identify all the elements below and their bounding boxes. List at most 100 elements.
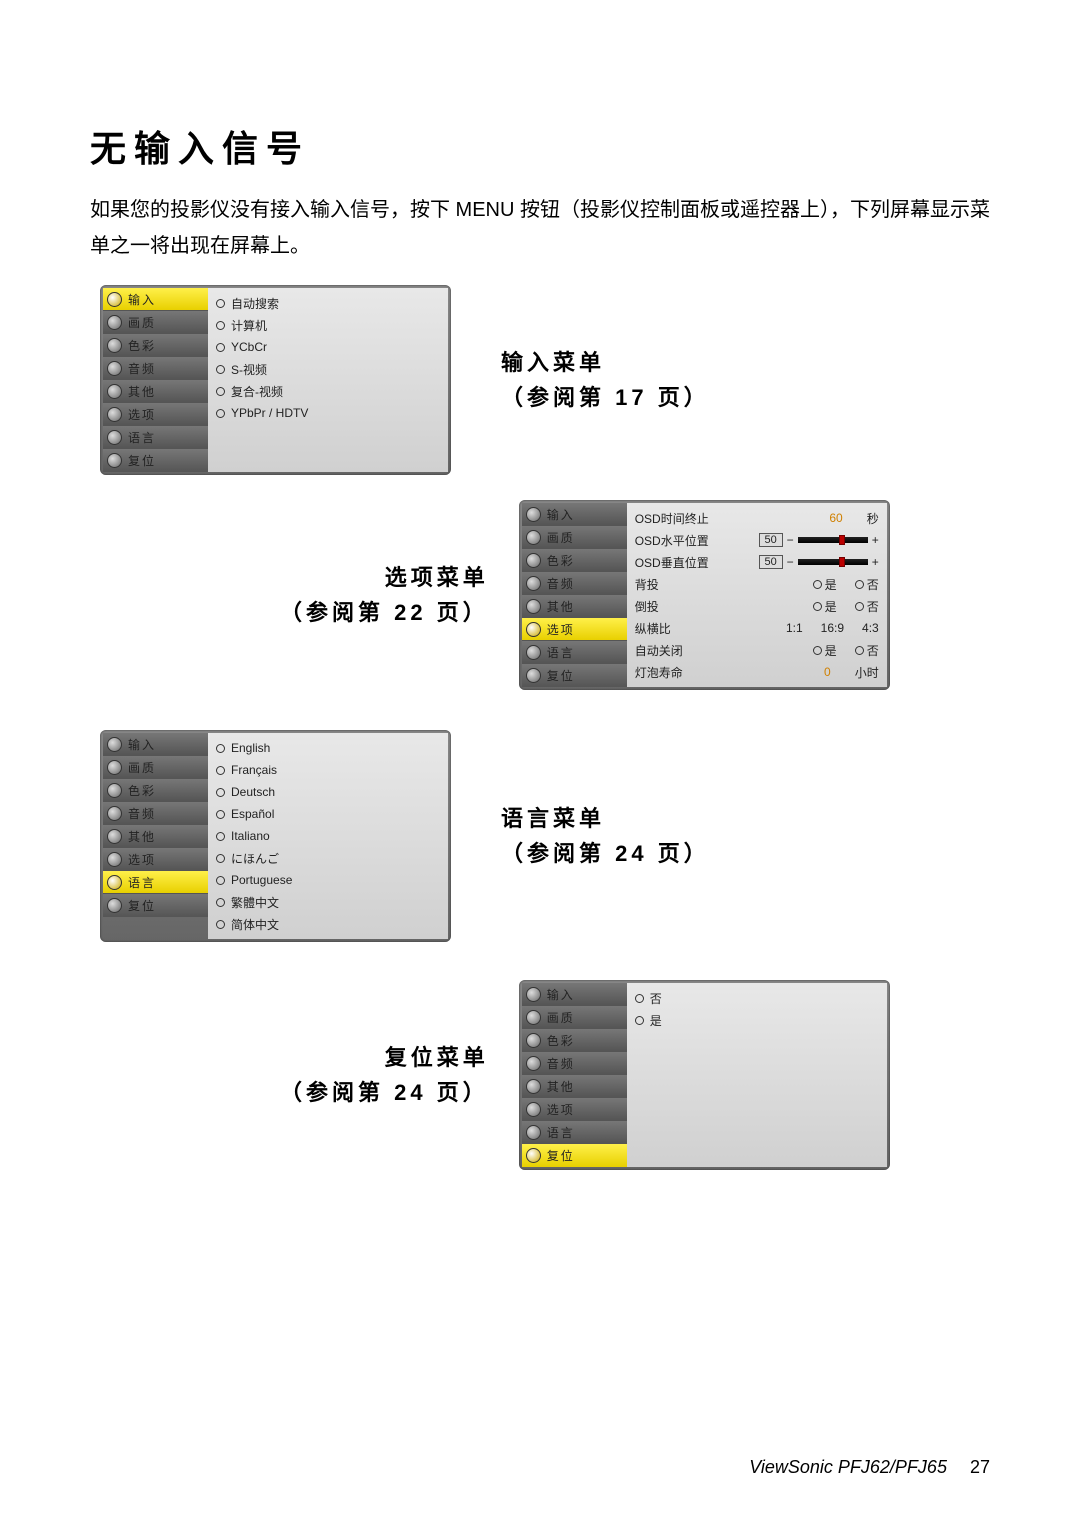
tab-label: 选项 — [128, 406, 156, 423]
menu-tab[interactable]: 语言 — [103, 871, 208, 894]
option-label: 繁體中文 — [231, 894, 279, 911]
menu-tab[interactable]: 语言 — [522, 1121, 627, 1144]
radio-no[interactable]: 否 — [855, 598, 879, 615]
radio-no[interactable]: 否 — [855, 576, 879, 593]
slider-plus[interactable]: + — [872, 533, 879, 547]
menu-tab[interactable]: 画质 — [522, 1006, 627, 1029]
menu-tab[interactable]: 选项 — [103, 848, 208, 871]
menu-tab[interactable]: 画质 — [103, 311, 208, 334]
radio-icon — [216, 409, 225, 418]
menu-tab[interactable]: 选项 — [522, 618, 627, 641]
menu-tab[interactable]: 输入 — [522, 503, 627, 526]
options-menu-section: 选项菜单 （参阅第 22 页） 输入画质色彩音频其他选项语言复位 OSD时间终止… — [280, 500, 890, 690]
menu-tab[interactable]: 音频 — [103, 357, 208, 380]
language-menu-section: 输入画质色彩音频其他选项语言复位 EnglishFrançaisDeutschE… — [100, 730, 710, 942]
radio-yes[interactable]: 是 — [813, 576, 837, 593]
menu-option[interactable]: S-视频 — [216, 358, 440, 380]
menu-tab[interactable]: 色彩 — [103, 779, 208, 802]
tab-indicator-icon — [526, 553, 541, 568]
menu-tab[interactable]: 其他 — [103, 825, 208, 848]
slider[interactable] — [798, 537, 868, 543]
menu-option[interactable]: 是 — [635, 1009, 879, 1031]
reset-menu-ref: （参阅第 24 页） — [280, 1075, 489, 1110]
input-menu-ref: （参阅第 17 页） — [501, 380, 710, 415]
radio-icon — [216, 898, 225, 907]
menu-tab[interactable]: 音频 — [522, 1052, 627, 1075]
options-row: 倒投是否 — [635, 595, 879, 617]
radio-icon — [216, 810, 225, 819]
opt-unit: 秒 — [867, 510, 879, 527]
opt-label: 纵横比 — [635, 620, 671, 637]
tab-label: 选项 — [128, 851, 156, 868]
aspect-opt[interactable]: 4:3 — [862, 621, 879, 635]
menu-tab[interactable]: 复位 — [103, 894, 208, 917]
menu-option[interactable]: 复合-视频 — [216, 380, 440, 402]
menu-tab[interactable]: 音频 — [103, 802, 208, 825]
menu-option[interactable]: YCbCr — [216, 336, 440, 358]
menu-tab[interactable]: 复位 — [103, 449, 208, 472]
tab-indicator-icon — [107, 338, 122, 353]
radio-yes[interactable]: 是 — [813, 642, 837, 659]
menu-tab[interactable]: 画质 — [103, 756, 208, 779]
menu-option[interactable]: 简体中文 — [216, 913, 440, 935]
menu-option[interactable]: YPbPr / HDTV — [216, 402, 440, 424]
tab-indicator-icon — [107, 829, 122, 844]
aspect-opt[interactable]: 16:9 — [821, 621, 844, 635]
tab-label: 音频 — [128, 805, 156, 822]
tab-indicator-icon — [526, 987, 541, 1002]
menu-option[interactable]: Portuguese — [216, 869, 440, 891]
tab-indicator-icon — [526, 668, 541, 683]
menu-sidebar: 输入画质色彩音频其他选项语言复位 — [522, 503, 627, 687]
tab-indicator-icon — [107, 875, 122, 890]
tab-indicator-icon — [107, 806, 122, 821]
menu-option[interactable]: Italiano — [216, 825, 440, 847]
menu-tab[interactable]: 复位 — [522, 664, 627, 687]
tab-label: 语言 — [128, 429, 156, 446]
menu-option[interactable]: 否 — [635, 987, 879, 1009]
menu-tab[interactable]: 其他 — [522, 595, 627, 618]
menu-tab[interactable]: 复位 — [522, 1144, 627, 1167]
page-title: 无输入信号 — [90, 120, 990, 172]
menu-tab[interactable]: 选项 — [522, 1098, 627, 1121]
option-label: 复合-视频 — [231, 383, 283, 400]
reset-menu-box: 输入画质色彩音频其他选项语言复位 否是 — [519, 980, 890, 1170]
radio-icon — [216, 365, 225, 374]
menu-option[interactable]: にほんご — [216, 847, 440, 869]
menu-tab[interactable]: 输入 — [103, 288, 208, 311]
slider-minus[interactable]: − — [787, 555, 794, 569]
radio-no[interactable]: 否 — [855, 642, 879, 659]
tab-indicator-icon — [526, 1079, 541, 1094]
tab-label: 画质 — [128, 314, 156, 331]
menu-option[interactable]: 繁體中文 — [216, 891, 440, 913]
slider[interactable] — [798, 559, 868, 565]
menu-tab[interactable]: 选项 — [103, 403, 208, 426]
menu-tab[interactable]: 其他 — [103, 380, 208, 403]
slider-minus[interactable]: − — [787, 533, 794, 547]
radio-yes[interactable]: 是 — [813, 598, 837, 615]
reset-menu-label: 复位菜单 （参阅第 24 页） — [280, 1040, 489, 1110]
menu-tab[interactable]: 语言 — [522, 641, 627, 664]
tab-indicator-icon — [526, 599, 541, 614]
menu-tab[interactable]: 色彩 — [522, 1029, 627, 1052]
aspect-opt[interactable]: 1:1 — [786, 621, 803, 635]
menu-option[interactable]: English — [216, 737, 440, 759]
slider-plus[interactable]: + — [872, 555, 879, 569]
menu-tab[interactable]: 色彩 — [522, 549, 627, 572]
menu-tab[interactable]: 输入 — [522, 983, 627, 1006]
menu-tab[interactable]: 输入 — [103, 733, 208, 756]
menu-tab[interactable]: 其他 — [522, 1075, 627, 1098]
menu-option[interactable]: 计算机 — [216, 314, 440, 336]
tab-label: 复位 — [547, 1147, 575, 1164]
menu-tab[interactable]: 语言 — [103, 426, 208, 449]
tab-indicator-icon — [107, 315, 122, 330]
tab-label: 复位 — [547, 667, 575, 684]
menu-tab[interactable]: 音频 — [522, 572, 627, 595]
menu-tab[interactable]: 色彩 — [103, 334, 208, 357]
radio-icon — [216, 744, 225, 753]
menu-option[interactable]: 自动搜索 — [216, 292, 440, 314]
menu-option[interactable]: Français — [216, 759, 440, 781]
menu-tab[interactable]: 画质 — [522, 526, 627, 549]
tab-label: 音频 — [547, 575, 575, 592]
menu-option[interactable]: Español — [216, 803, 440, 825]
menu-option[interactable]: Deutsch — [216, 781, 440, 803]
